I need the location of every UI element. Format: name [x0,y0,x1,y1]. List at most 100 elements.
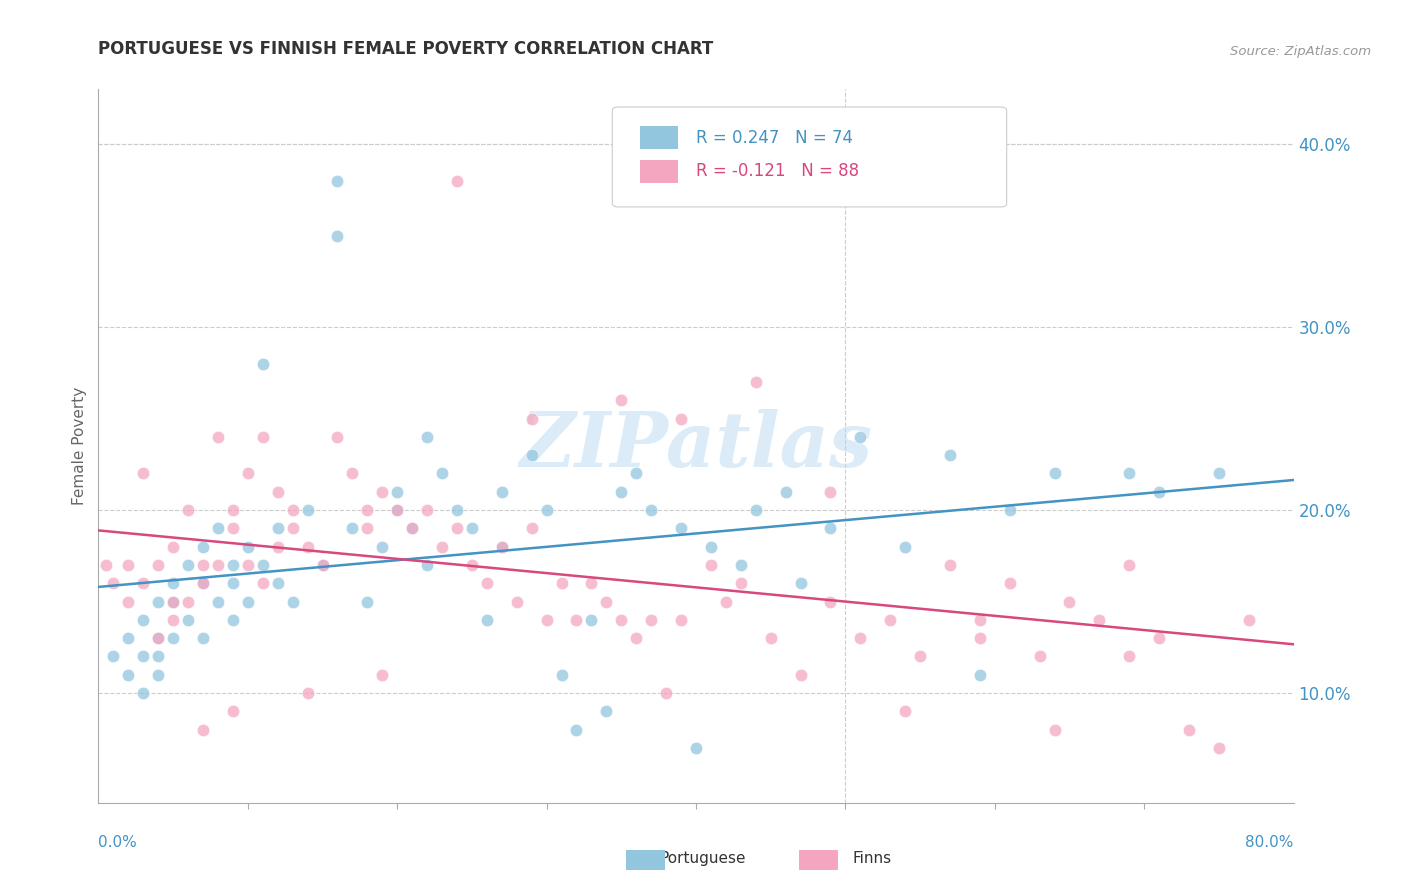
Point [475,576,498,591]
Point [222,576,245,591]
Text: 0.0%: 0.0% [98,836,138,850]
Point [207,558,229,572]
Point [640,613,662,627]
Point [148,631,170,645]
Point [1118,558,1140,572]
Point [789,576,811,591]
Point [342,467,364,481]
Point [416,558,439,572]
Point [849,631,872,645]
Point [1028,649,1050,664]
FancyBboxPatch shape [613,107,1007,207]
Text: Source: ZipAtlas.com: Source: ZipAtlas.com [1230,45,1371,58]
Point [969,667,991,681]
Point [461,558,484,572]
Point [117,667,139,681]
Point [1178,723,1201,737]
Point [162,540,184,554]
Text: Portuguese: Portuguese [659,851,747,865]
Point [191,540,214,554]
Point [326,228,349,243]
Point [385,484,409,499]
Point [1088,613,1111,627]
Point [446,174,468,188]
Point [491,540,513,554]
Point [132,686,155,700]
Point [342,521,364,535]
Point [879,613,901,627]
Point [565,613,588,627]
Point [491,484,513,499]
Point [536,613,558,627]
Point [1237,613,1260,627]
Point [281,503,304,517]
Point [550,667,572,681]
Point [162,594,184,608]
Point [148,649,170,664]
Point [1147,631,1170,645]
Point [700,558,723,572]
Point [998,503,1021,517]
Point [207,430,229,444]
Point [252,576,274,591]
Point [969,613,991,627]
Point [789,667,811,681]
Point [207,594,229,608]
Point [939,448,962,462]
Point [297,686,319,700]
Point [177,594,200,608]
Bar [640,160,678,183]
Point [446,521,468,535]
Text: R = 0.247   N = 74: R = 0.247 N = 74 [696,128,853,146]
Point [103,649,125,664]
Point [222,613,245,627]
Point [252,430,274,444]
Point [117,594,139,608]
Point [610,484,633,499]
Point [714,594,737,608]
Point [939,558,962,572]
Point [401,521,423,535]
Point [1147,484,1170,499]
Point [222,503,245,517]
Text: Finns: Finns [852,851,891,865]
Point [491,540,513,554]
Point [267,521,290,535]
Point [820,594,842,608]
Point [1118,467,1140,481]
Point [416,430,439,444]
Point [117,631,139,645]
Point [103,576,125,591]
Point [371,484,394,499]
Point [267,540,290,554]
Point [162,613,184,627]
Point [908,649,931,664]
Point [117,558,139,572]
Point [1208,467,1230,481]
Point [820,521,842,535]
Point [1118,649,1140,664]
Point [775,484,797,499]
Point [581,613,603,627]
Point [326,430,349,444]
Point [326,174,349,188]
Point [669,613,692,627]
Point [536,503,558,517]
Point [595,594,617,608]
Text: PORTUGUESE VS FINNISH FEMALE POVERTY CORRELATION CHART: PORTUGUESE VS FINNISH FEMALE POVERTY COR… [98,40,714,58]
Point [267,576,290,591]
Y-axis label: Female Poverty: Female Poverty [72,387,87,505]
Point [177,558,200,572]
Point [655,686,678,700]
Point [998,576,1021,591]
Point [236,558,259,572]
Point [162,576,184,591]
Point [191,576,214,591]
Point [745,503,768,517]
Point [430,540,453,554]
Point [191,723,214,737]
Point [222,704,245,718]
Point [685,740,707,755]
Point [148,594,170,608]
Point [820,484,842,499]
